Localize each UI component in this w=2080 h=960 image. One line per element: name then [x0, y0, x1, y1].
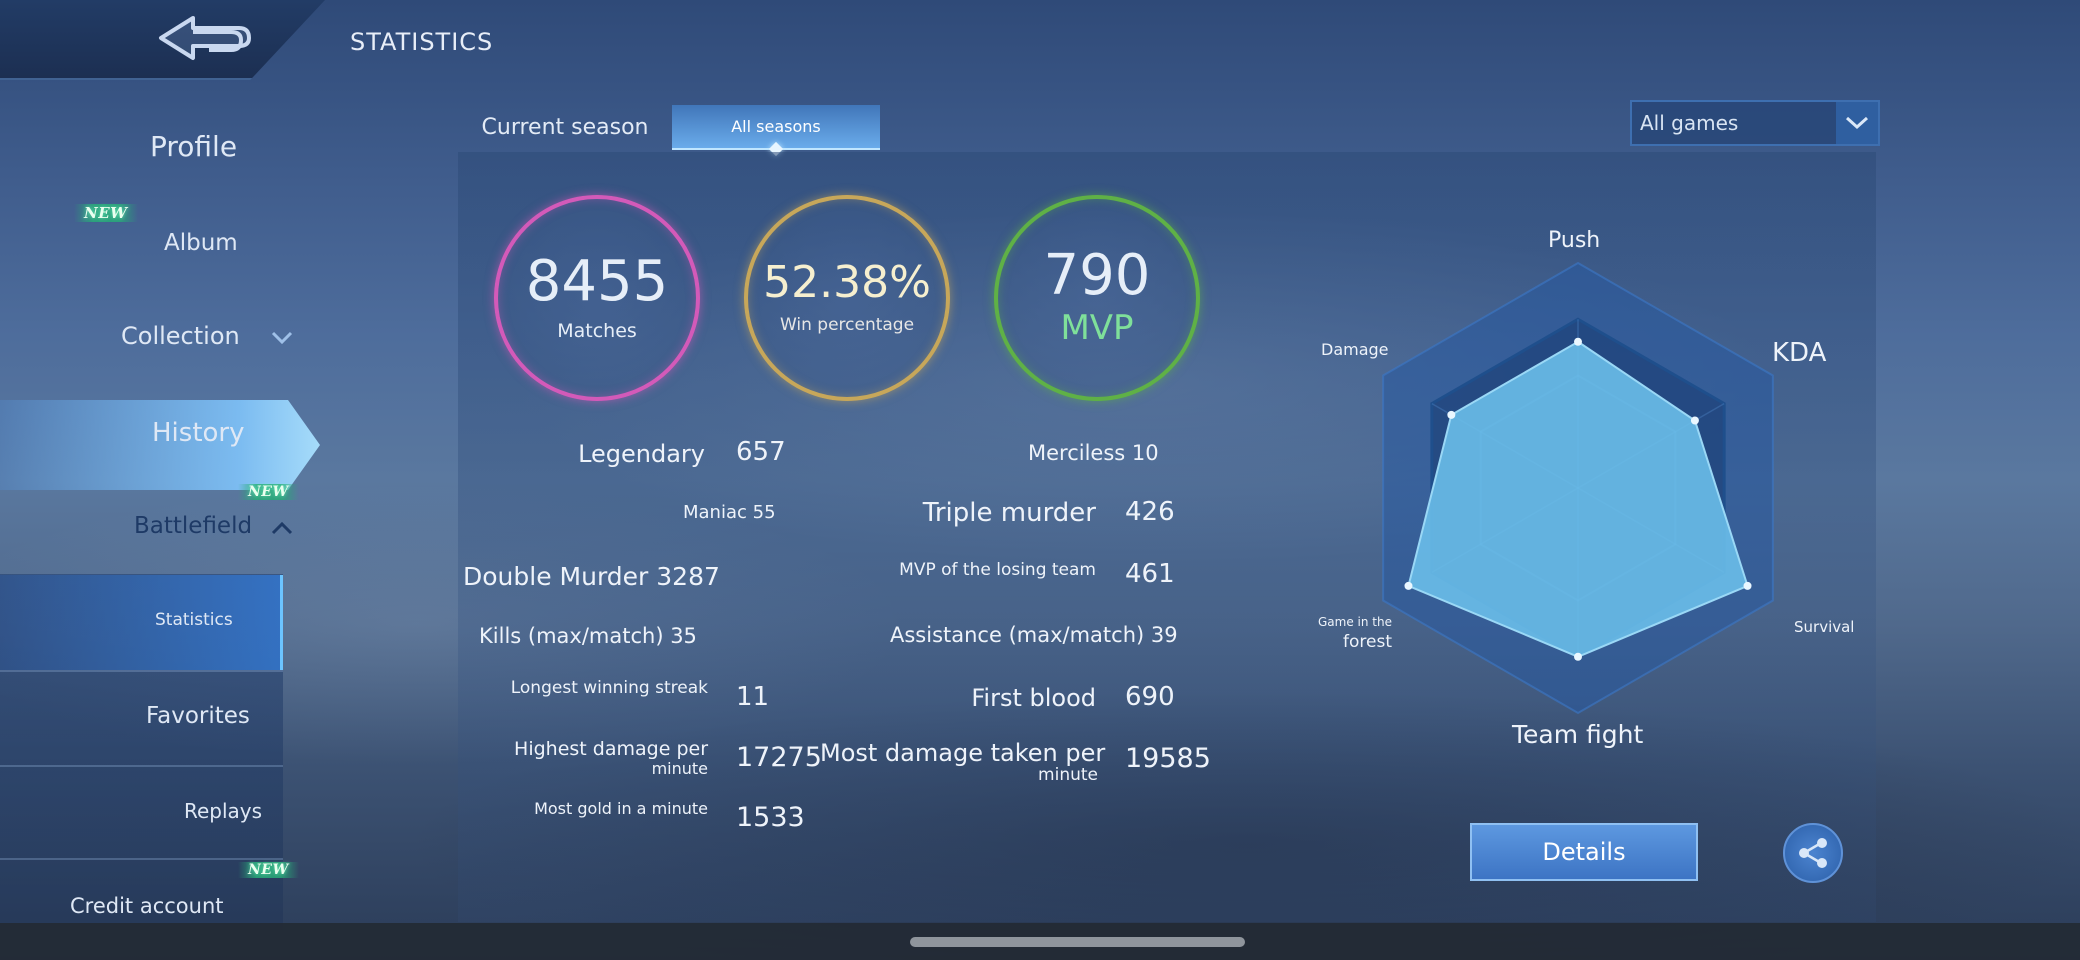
- highest-damage-label-line2: minute: [651, 759, 708, 778]
- radar-label-forest-line2: forest: [1343, 632, 1392, 652]
- sidebar-item-label: Album: [164, 230, 238, 256]
- sidebar-item-label: Collection: [121, 322, 240, 350]
- maniac-stat: Maniac 55: [683, 502, 776, 523]
- chevron-down-icon: [1836, 102, 1878, 144]
- details-button[interactable]: Details: [1470, 823, 1698, 881]
- page-title: STATISTICS: [350, 28, 494, 56]
- triple-murder-value: 426: [1125, 497, 1175, 527]
- damage-taken-label-line1: Most damage taken per: [820, 739, 1106, 767]
- double-murder-stat: Double Murder 3287: [463, 562, 720, 591]
- sidebar-item-credit-account[interactable]: NEW Credit account: [0, 860, 299, 922]
- sidebar-item-label: Favorites: [146, 703, 250, 729]
- streak-value: 11: [736, 682, 770, 712]
- divider: [0, 858, 283, 860]
- sidebar-item-label: Credit account: [70, 894, 224, 918]
- battlefield-highlight: [0, 400, 320, 490]
- highest-damage-value: 17275: [736, 742, 822, 773]
- mvp-ring: 790 MVP: [994, 195, 1200, 401]
- radar-label-kda: KDA: [1772, 338, 1827, 368]
- radar-point-push: [1574, 337, 1582, 346]
- kills-stat: Kills (max/match) 35: [479, 624, 697, 648]
- games-filter-dropdown[interactable]: All games: [1630, 100, 1880, 146]
- mvp-value: 790: [1043, 243, 1151, 308]
- sidebar-item-profile[interactable]: Profile: [0, 130, 283, 170]
- radar-label-team-fight: Team fight: [1512, 720, 1644, 749]
- sidebar-item-collection[interactable]: Collection: [0, 322, 293, 362]
- radar-label-forest: Game in the forest: [1300, 612, 1392, 652]
- sidebar-item-album[interactable]: NEW Album: [0, 200, 283, 260]
- sidebar-item-replays[interactable]: Replays: [0, 797, 283, 827]
- first-blood-value: 690: [1125, 682, 1175, 712]
- statistics-highlight: [0, 575, 283, 670]
- win-percentage-ring: 52.38% Win percentage: [744, 195, 950, 401]
- share-icon: [1799, 838, 1827, 868]
- share-button[interactable]: [1783, 823, 1843, 883]
- win-percentage-label: Win percentage: [779, 315, 915, 335]
- radar-point-kda: [1690, 416, 1699, 425]
- radar-label-push: Push: [1548, 228, 1601, 253]
- gold-value: 1533: [736, 802, 805, 833]
- mvp-losing-value: 461: [1125, 559, 1175, 589]
- performance-radar: [1382, 261, 1774, 715]
- legendary-label: Legendary: [578, 440, 705, 468]
- damage-taken-value: 19585: [1125, 743, 1211, 774]
- mvp-losing-label: MVP of the losing team: [899, 560, 1096, 580]
- sidebar-item-label: History: [152, 418, 245, 448]
- radar-point-damage: [1447, 410, 1456, 419]
- tab-all-seasons[interactable]: All seasons: [672, 105, 880, 157]
- legendary-value: 657: [736, 437, 786, 467]
- triple-murder-label: Triple murder: [922, 498, 1096, 528]
- damage-taken-label-line2: minute: [1038, 765, 1098, 785]
- tab-label: All seasons: [731, 117, 821, 136]
- highest-damage-label-line1: Highest damage per: [514, 738, 708, 760]
- dropdown-value: All games: [1640, 111, 1739, 135]
- highest-damage-label: Highest damage per minute: [450, 738, 708, 778]
- sidebar-item-label: Statistics: [155, 610, 233, 630]
- sidebar-item-favorites[interactable]: Favorites: [0, 700, 283, 740]
- sidebar-item-label: Profile: [150, 130, 238, 163]
- streak-label: Longest winning streak: [510, 678, 708, 698]
- radar-label-forest-line1: Game in the: [1318, 615, 1392, 629]
- mvp-label: MVP: [1060, 308, 1134, 348]
- matches-ring: 8455 Matches: [494, 195, 700, 401]
- home-indicator[interactable]: [910, 937, 1245, 947]
- tab-current-season[interactable]: Current season: [481, 115, 649, 140]
- radar-point-game-in-the-forest: [1404, 581, 1413, 590]
- radar-point-team-fight: [1574, 652, 1582, 661]
- sidebar-item-label: Battlefield: [134, 513, 253, 539]
- chevron-down-icon: [271, 331, 293, 345]
- back-button[interactable]: [150, 10, 260, 70]
- merciless-stat: Merciless 10: [1028, 441, 1159, 465]
- new-badge: NEW: [238, 484, 299, 500]
- matches-label: Matches: [557, 320, 637, 342]
- damage-taken-label: Most damage taken per minute: [820, 739, 1106, 785]
- back-arrow-icon: [159, 16, 251, 60]
- sidebar-item-battlefield[interactable]: NEW Battlefield: [0, 480, 299, 570]
- win-percentage-value: 52.38%: [763, 257, 931, 308]
- assistance-stat: Assistance (max/match) 39: [890, 623, 1178, 647]
- sidebar-item-label: Replays: [184, 799, 263, 823]
- radar-label-survival: Survival: [1794, 618, 1855, 636]
- chevron-up-icon: [271, 521, 293, 535]
- radar-point-survival: [1743, 581, 1752, 590]
- first-blood-label: First blood: [971, 684, 1096, 712]
- divider: [0, 670, 283, 672]
- sidebar-item-statistics[interactable]: Statistics: [0, 608, 283, 638]
- new-badge: NEW: [238, 862, 299, 878]
- radar-points: [1404, 337, 1752, 661]
- gold-label: Most gold in a minute: [534, 799, 708, 818]
- new-badge: NEW: [74, 204, 138, 222]
- divider: [0, 765, 283, 767]
- matches-value: 8455: [525, 249, 669, 314]
- radar-label-damage: Damage: [1321, 340, 1389, 359]
- sidebar-item-history[interactable]: History: [0, 418, 283, 458]
